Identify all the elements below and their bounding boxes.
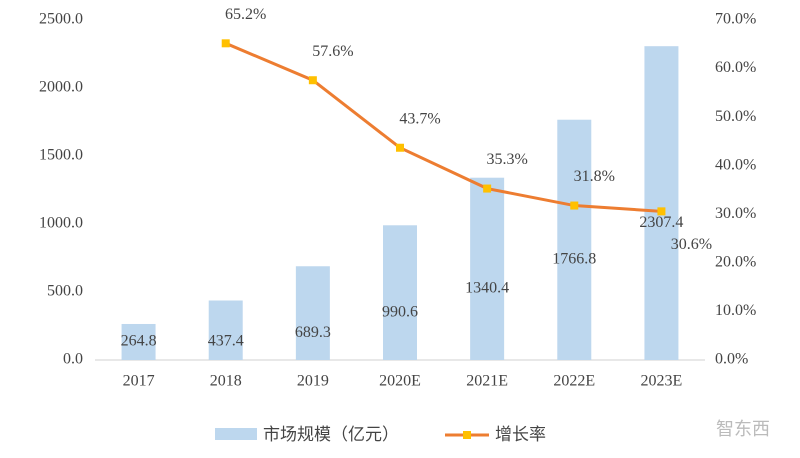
y-tick-label: 2500.0	[39, 11, 83, 28]
watermark: 智东西	[716, 419, 770, 440]
x-tick-label: 2017	[123, 373, 155, 390]
y2-tick-label: 30.0%	[715, 205, 756, 222]
marker	[308, 76, 317, 85]
x-tick-label: 2022E	[553, 373, 595, 390]
y2-tick-label: 70.0%	[715, 11, 756, 28]
bar	[557, 119, 592, 360]
bar	[644, 46, 679, 360]
marker	[657, 207, 666, 216]
line-label: 43.7%	[399, 110, 440, 127]
bar	[383, 225, 417, 360]
y-tick-label: 1500.0	[39, 147, 83, 164]
line	[225, 41, 662, 213]
bar-label: 1766.8	[552, 251, 596, 268]
bar	[121, 323, 156, 360]
x-tick-label: 2021E	[466, 373, 508, 390]
bar-label: 264.8	[121, 333, 157, 350]
legend-label: 增长率	[495, 425, 546, 445]
bar	[208, 300, 243, 360]
y-tick-label: 500.0	[47, 283, 83, 300]
y2-tick-label: 10.0%	[715, 302, 756, 319]
line-label: 30.6%	[671, 236, 712, 253]
y2-tick-label: 40.0%	[715, 156, 756, 173]
legend-label: 市场规模（亿元）	[263, 425, 399, 445]
line-label: 35.3%	[486, 151, 527, 168]
y-tick-label: 1000.0	[39, 215, 83, 232]
line-label: 65.2%	[225, 6, 266, 23]
bar	[295, 266, 330, 360]
bar-label: 437.4	[208, 333, 244, 350]
legend-marker	[463, 431, 471, 439]
bar-label: 1340.4	[465, 280, 509, 297]
line-label: 57.6%	[312, 43, 353, 60]
x-tick-label: 2018	[210, 373, 242, 390]
y2-tick-label: 20.0%	[715, 254, 756, 271]
y2-tick-label: 0.0%	[715, 351, 748, 368]
y2-tick-label: 50.0%	[715, 108, 756, 125]
bar	[470, 177, 505, 360]
bar-label: 689.3	[295, 324, 331, 341]
y-tick-label: 0.0	[63, 351, 83, 368]
marker	[483, 184, 492, 193]
marker	[570, 201, 579, 210]
x-tick-label: 2023E	[641, 373, 683, 390]
line-label: 31.8%	[574, 168, 615, 185]
y2-tick-label: 60.0%	[715, 59, 756, 76]
bar-label: 2307.4	[639, 214, 683, 231]
marker	[396, 143, 404, 152]
x-tick-label: 2020E	[379, 373, 421, 390]
x-tick-label: 2019	[297, 373, 329, 390]
legend-swatch	[215, 428, 257, 440]
bar-label: 990.6	[382, 303, 418, 320]
y-tick-label: 2000.0	[39, 79, 83, 96]
marker	[221, 39, 230, 48]
